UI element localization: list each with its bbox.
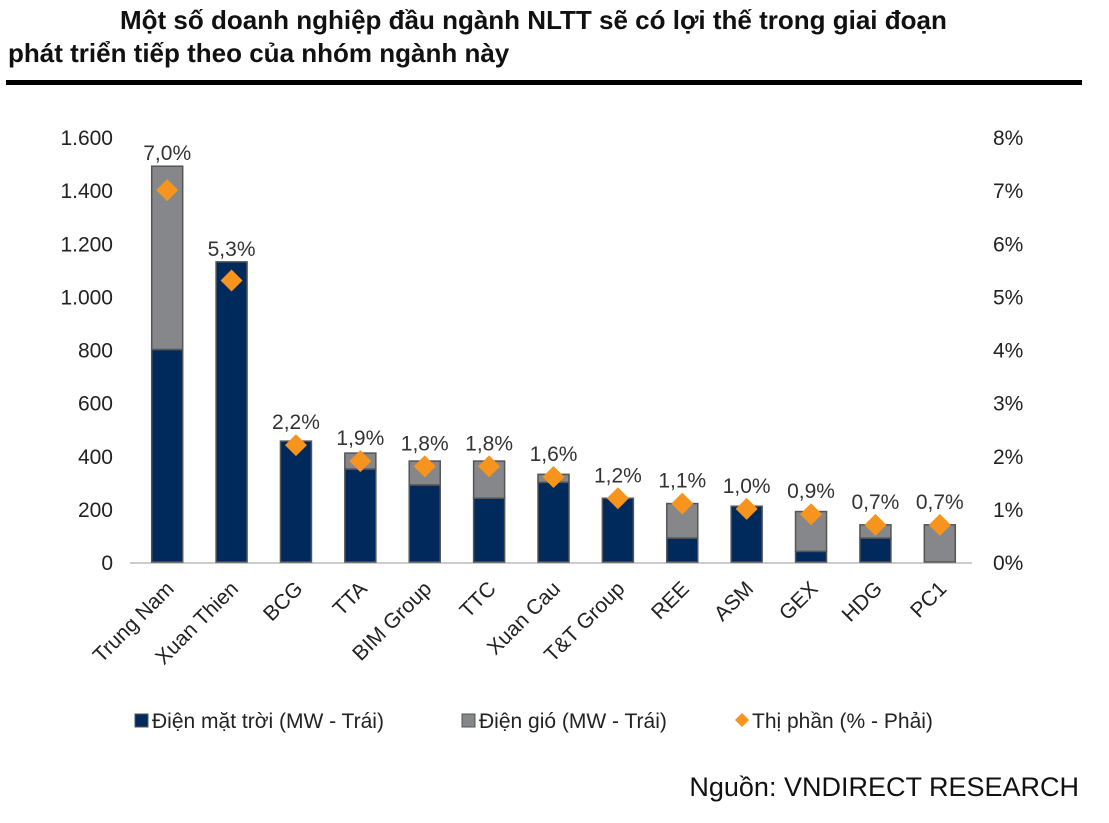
legend-swatch-wind: [461, 713, 476, 728]
right-axis-tick-label: 5%: [993, 286, 1023, 309]
share-marker: [928, 513, 951, 536]
bar-solar: [279, 440, 313, 563]
bar-solar: [666, 537, 699, 563]
legend-label: Thị phần (% - Phải): [752, 710, 933, 733]
legend-swatch-share: [735, 713, 749, 727]
data-label: 1,1%: [658, 470, 706, 493]
data-label: 1,8%: [465, 432, 513, 455]
right-axis-tick-label: 7%: [993, 180, 1023, 203]
data-label: 0,7%: [851, 491, 899, 514]
left-axis-tick-label: 600: [78, 393, 113, 416]
right-axis-tick-label: 1%: [993, 499, 1023, 522]
share-marker: [735, 497, 758, 520]
legend-label: Điện gió (MW - Trái): [479, 710, 667, 733]
data-label: 0,9%: [787, 480, 835, 503]
right-axis-tick-label: 8%: [993, 127, 1023, 150]
bar-solar: [472, 497, 506, 563]
left-axis-tick-label: 200: [78, 499, 113, 522]
category-label: TTC: [456, 577, 501, 622]
data-label: 1,9%: [336, 427, 384, 450]
bar-solar: [150, 348, 184, 563]
source-note: Nguồn: VNDIRECT RESEARCH: [689, 772, 1079, 802]
share-marker: [284, 434, 307, 457]
share-marker: [478, 455, 501, 478]
category-label: TTA: [329, 577, 372, 620]
bar-solar: [859, 537, 892, 563]
share-marker: [606, 487, 629, 510]
legend-swatch-solar: [134, 713, 149, 728]
share-marker: [800, 503, 823, 526]
data-label: 7,0%: [143, 142, 191, 165]
left-axis-tick-label: 400: [78, 446, 113, 469]
legend-label: Điện mặt trời (MW - Trái): [152, 710, 384, 733]
title-line-2: phát triển tiếp theo của nhóm ngành này: [8, 38, 510, 68]
data-label: 0,7%: [916, 491, 964, 514]
right-axis-tick-label: 3%: [993, 393, 1023, 416]
title-divider: [6, 80, 1082, 85]
title-line-1: Một số doanh nghiệp đầu ngành NLTT sẽ có…: [120, 5, 947, 35]
page-title: Một số doanh nghiệp đầu ngành NLTT sẽ có…: [8, 4, 1083, 70]
bar-solar: [408, 484, 441, 563]
bar-wind: [923, 524, 957, 563]
share-marker: [671, 492, 694, 515]
share-marker: [220, 269, 243, 292]
category-label: GEX: [775, 577, 823, 625]
share-marker: [413, 455, 436, 478]
left-axis-tick-label: 1.200: [60, 233, 113, 256]
left-axis-tick-label: 1.600: [60, 127, 113, 150]
category-label: PC1: [906, 577, 951, 622]
bar-solar: [215, 261, 248, 563]
right-axis-tick-label: 0%: [993, 552, 1023, 575]
category-label: REE: [647, 577, 694, 624]
share-marker: [542, 466, 565, 488]
left-axis-tick-label: 1.000: [60, 286, 113, 309]
bar-solar: [537, 481, 570, 563]
share-marker: [864, 513, 887, 536]
data-label: 1,2%: [594, 464, 642, 487]
right-axis-tick-label: 4%: [993, 340, 1023, 363]
data-label: 5,3%: [208, 238, 256, 261]
right-axis-tick-label: 2%: [993, 446, 1023, 469]
data-label: 1,0%: [723, 475, 771, 498]
bar-solar: [344, 468, 377, 563]
share-marker: [349, 450, 372, 473]
left-axis-tick-label: 800: [78, 340, 113, 363]
right-axis-tick-label: 6%: [993, 233, 1023, 256]
left-axis-tick-label: 0: [101, 552, 113, 575]
left-axis-tick-label: 1.400: [60, 180, 113, 203]
share-marker: [156, 179, 179, 202]
data-label: 1,6%: [530, 443, 578, 466]
bar-solar: [794, 550, 828, 563]
category-label: ASM: [710, 577, 758, 625]
category-label: BCG: [259, 577, 307, 625]
category-label: HDG: [838, 577, 887, 626]
data-label: 2,2%: [272, 411, 320, 434]
data-label: 1,8%: [401, 432, 449, 455]
